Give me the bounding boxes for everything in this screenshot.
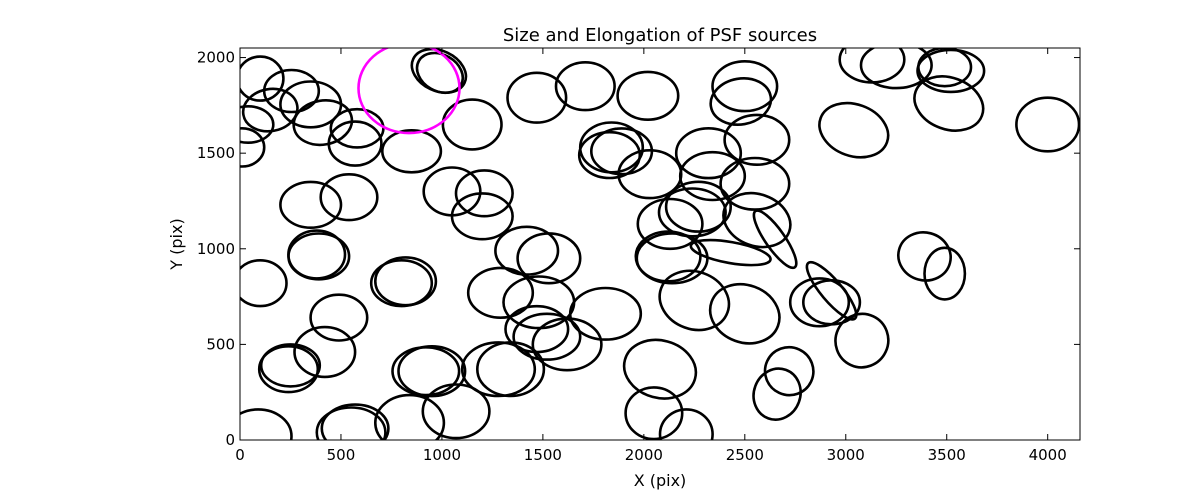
psf-source-ellipse (1015, 96, 1080, 153)
psf-source-ellipse (320, 403, 390, 440)
y-tick-label: 1000 (197, 240, 235, 258)
psf-source-ellipse (834, 312, 890, 369)
psf-source-ellipse (913, 75, 985, 132)
psf-source-ellipse (381, 129, 443, 174)
psf-source-ellipse (415, 51, 465, 95)
psf-source-ellipse (616, 70, 680, 122)
y-tick-label: 1500 (197, 144, 235, 162)
psf-source-ellipse (466, 266, 535, 319)
psf-source-ellipse (262, 68, 321, 114)
plot-area (240, 48, 1080, 440)
psf-source-ellipse (279, 180, 343, 230)
psf-source-ellipse (916, 48, 986, 94)
psf-source-ellipse (838, 48, 906, 84)
y-tick-label: 2000 (197, 49, 235, 67)
psf-source-ellipse (241, 87, 299, 133)
psf-source-ellipse (763, 345, 815, 397)
psf-source-ellipse (293, 325, 357, 379)
psf-source-ellipse (397, 345, 467, 398)
psf-source-ellipse (369, 259, 434, 308)
psf-source-ellipse (309, 293, 369, 342)
y-axis: 0 500 1000 1500 2000 (197, 49, 1080, 449)
psf-source-ellipse (391, 346, 461, 397)
y-tick-label: 0 (225, 431, 235, 449)
psf-source-ellipse (240, 259, 288, 308)
y-axis-label: Y (pix) (167, 218, 186, 270)
x-tick-label: 2000 (625, 446, 663, 464)
psf-source-ellipse (460, 341, 537, 398)
psf-source-ellipse (923, 246, 967, 301)
psf-source-ellipse (450, 192, 514, 241)
psf-source-ellipse (240, 408, 293, 440)
psf-source-ellipse (240, 127, 266, 168)
psf-source-ellipse (636, 197, 704, 251)
psf-source-ellipse (240, 105, 275, 144)
psf-source-ellipse (752, 367, 802, 421)
x-axis: 0 500 1000 1500 2000 2500 3000 3500 4000 (235, 48, 1067, 464)
x-tick-label: 0 (235, 446, 245, 464)
psf-source-ellipse (422, 166, 482, 217)
psf-source-ellipse (805, 260, 858, 321)
psf-source-ellipse (287, 232, 351, 281)
psf-source-ellipse (917, 48, 973, 88)
psf-source-ellipse (531, 317, 603, 372)
chart-title: Size and Elongation of PSF sources (503, 25, 817, 46)
psf-source-ellipse (657, 187, 727, 238)
x-tick-label: 2500 (726, 446, 764, 464)
psf-source-ellipse (859, 48, 933, 90)
psf-source-ellipse (577, 130, 642, 180)
psf-source-ellipse (711, 59, 779, 113)
x-tick-label: 1500 (524, 446, 562, 464)
psf-source-ellipse (315, 406, 387, 440)
psf-source-ellipse (708, 282, 781, 345)
psf-source-ellipse (441, 98, 503, 151)
psf-source-ellipse (752, 209, 798, 270)
psf-source-ellipse (506, 71, 568, 124)
psf-source-ellipse (476, 341, 546, 398)
psf-source-ellipse (801, 278, 862, 326)
psf-source-ellipse (622, 338, 698, 400)
psf-source-ellipse (240, 55, 285, 102)
psf-source-ellipse (674, 127, 743, 180)
x-tick-label: 3000 (827, 446, 865, 464)
psf-source-ellipse (319, 173, 379, 222)
psf-source-ellipse (658, 269, 731, 332)
psf-source-ellipse (624, 386, 684, 440)
x-tick-label: 500 (327, 446, 356, 464)
psf-source-ellipse (723, 113, 791, 167)
psf-source-ellipse (689, 238, 772, 267)
x-tick-label: 3500 (928, 446, 966, 464)
x-axis-label: X (pix) (634, 471, 687, 490)
psf-source-ellipse (897, 231, 952, 282)
y-tick-label: 500 (206, 335, 235, 353)
psf-source-ellipse (719, 156, 791, 211)
psf-source-ellipse (709, 77, 773, 126)
psf-source-ellipse (818, 101, 890, 159)
psf-source-ellipse (516, 232, 582, 285)
psf-source-ellipse (635, 232, 709, 285)
psf-source-ellipse (454, 169, 514, 218)
psf-source-ellipse (292, 99, 354, 147)
psf-source-ellipse (658, 408, 714, 440)
psf-source-ellipse (788, 277, 851, 328)
x-tick-label: 1000 (423, 446, 461, 464)
psf-source-ellipse (512, 312, 582, 361)
psf-source-ellipse (678, 150, 747, 202)
plot-frame (239, 47, 1081, 441)
psf-source-ellipse (421, 383, 491, 440)
psf-source-ellipse (259, 343, 322, 388)
psf-source-ellipse (327, 120, 383, 167)
psf-source-ellipse (257, 345, 320, 394)
psf-source-ellipse (554, 60, 616, 112)
x-tick-label: 4000 (1029, 446, 1067, 464)
psf-source-ellipse (664, 180, 733, 233)
psf-source-ellipse (502, 275, 576, 330)
psf-source-ellipse (374, 393, 446, 440)
highlight-circle (357, 48, 461, 135)
